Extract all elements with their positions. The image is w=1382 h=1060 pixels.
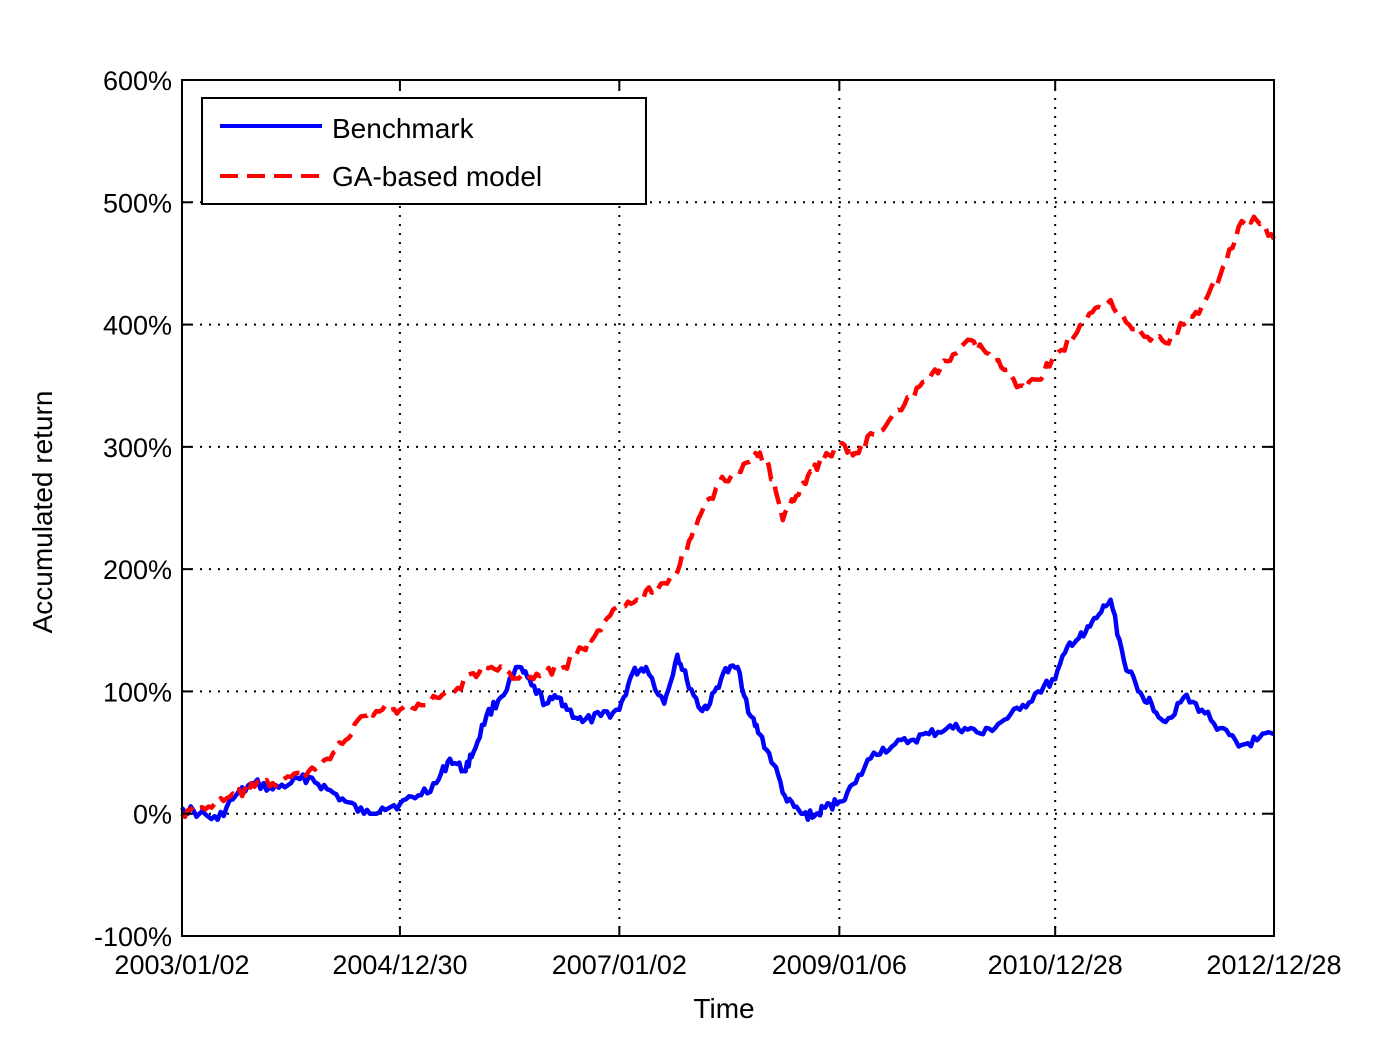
y-tick-label: 300%	[103, 433, 172, 463]
x-axis-label: Time	[693, 993, 754, 1024]
x-tick-label: 2004/12/30	[332, 950, 467, 980]
legend-box	[201, 97, 647, 205]
y-tick-label: 500%	[103, 188, 172, 218]
x-tick-label: 2007/01/02	[552, 950, 687, 980]
series-line-benchmark	[180, 597, 1275, 823]
y-axis-label: Accumulated return	[27, 391, 58, 634]
x-tick-label: 2009/01/06	[772, 950, 907, 980]
grid-lines	[182, 80, 1274, 936]
series-line-ga-model	[180, 214, 1276, 820]
y-tick-label: 0%	[133, 800, 172, 830]
y-tick-label: 400%	[103, 311, 172, 341]
legend-label-ga-model: GA-based model	[332, 161, 542, 192]
legend: Benchmark GA-based model	[201, 97, 647, 205]
x-tick-label: 2010/12/28	[988, 950, 1123, 980]
plot-area-border	[181, 79, 1275, 937]
y-tick-label: 100%	[103, 677, 172, 707]
y-tick-label: 600%	[103, 66, 172, 96]
x-tick-label: 2003/01/02	[114, 950, 249, 980]
y-tick-label: 200%	[103, 555, 172, 585]
legend-label-benchmark: Benchmark	[332, 113, 475, 144]
axis-ticks: -100% 0% 100% 200% 300% 400% 500% 600% 2003/01/0…	[94, 66, 1342, 980]
x-tick-label: 2012/12/28	[1206, 950, 1341, 980]
series-lines	[180, 214, 1276, 823]
y-tick-label: -100%	[94, 922, 172, 952]
